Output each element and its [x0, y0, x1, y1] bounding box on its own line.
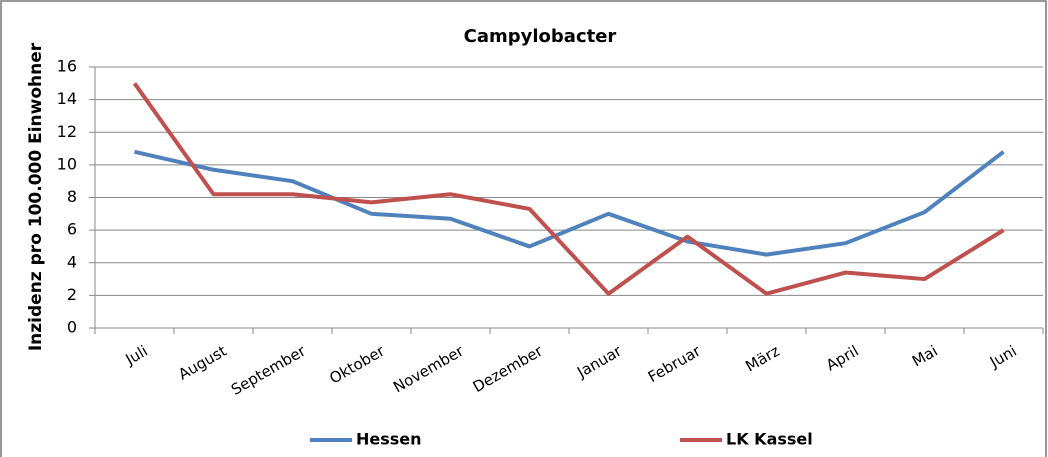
legend-label: Hessen: [356, 430, 422, 449]
y-tick-label: 6: [67, 220, 77, 239]
y-tick-label: 4: [67, 252, 77, 271]
y-tick-label: 10: [57, 154, 77, 173]
y-tick-label: 12: [57, 122, 77, 141]
legend-label: LK Kassel: [726, 430, 813, 449]
line-series: [134, 149, 1005, 257]
y-tick-label: 8: [67, 187, 77, 206]
line-series: [132, 82, 1005, 296]
y-tick-label: 16: [57, 57, 77, 76]
y-tick-label: 14: [57, 89, 77, 108]
y-axis-label: Inzidenz pro 100.000 Einwohner: [26, 42, 46, 351]
y-tick-label: 0: [67, 318, 77, 337]
chart-title: Campylobacter: [464, 26, 617, 47]
y-tick-label: 2: [67, 285, 77, 304]
